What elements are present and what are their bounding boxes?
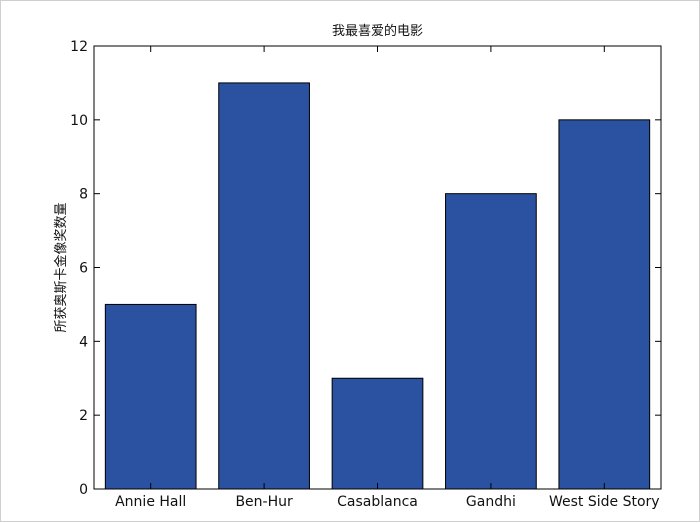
bar-casablanca	[331, 377, 424, 490]
chart-title: 我最喜爱的电影	[332, 23, 423, 39]
x-tick-label: Gandhi	[466, 494, 516, 510]
y-tick-label: 12	[70, 39, 88, 55]
bar-annie-hall	[104, 303, 197, 490]
bar-ben-hur	[218, 82, 310, 490]
x-tick-label: West Side Story	[549, 494, 660, 510]
y-axis-ticks: 0 2 4 6 8 10 12	[70, 39, 661, 498]
x-tick-label: Ben-Hur	[235, 494, 293, 510]
y-tick-label: 6	[79, 261, 88, 277]
bar-gandhi	[445, 193, 537, 490]
y-tick-label: 2	[79, 408, 88, 424]
y-tick-label: 4	[79, 334, 88, 350]
x-tick-label: Annie Hall	[115, 494, 186, 510]
y-tick-label: 10	[70, 113, 88, 129]
bar-west-side-story	[558, 119, 651, 490]
y-tick-label: 0	[79, 482, 88, 498]
y-axis-label: 所获奥斯卡金像奖数量	[53, 202, 69, 332]
bars-group	[104, 82, 651, 490]
x-tick-label: Casablanca	[337, 494, 418, 510]
axes-frame	[93, 45, 662, 490]
x-axis-ticks: Annie Hall Ben-Hur Casablanca Gandhi West Si…	[115, 46, 660, 510]
y-tick-label: 8	[79, 187, 88, 203]
